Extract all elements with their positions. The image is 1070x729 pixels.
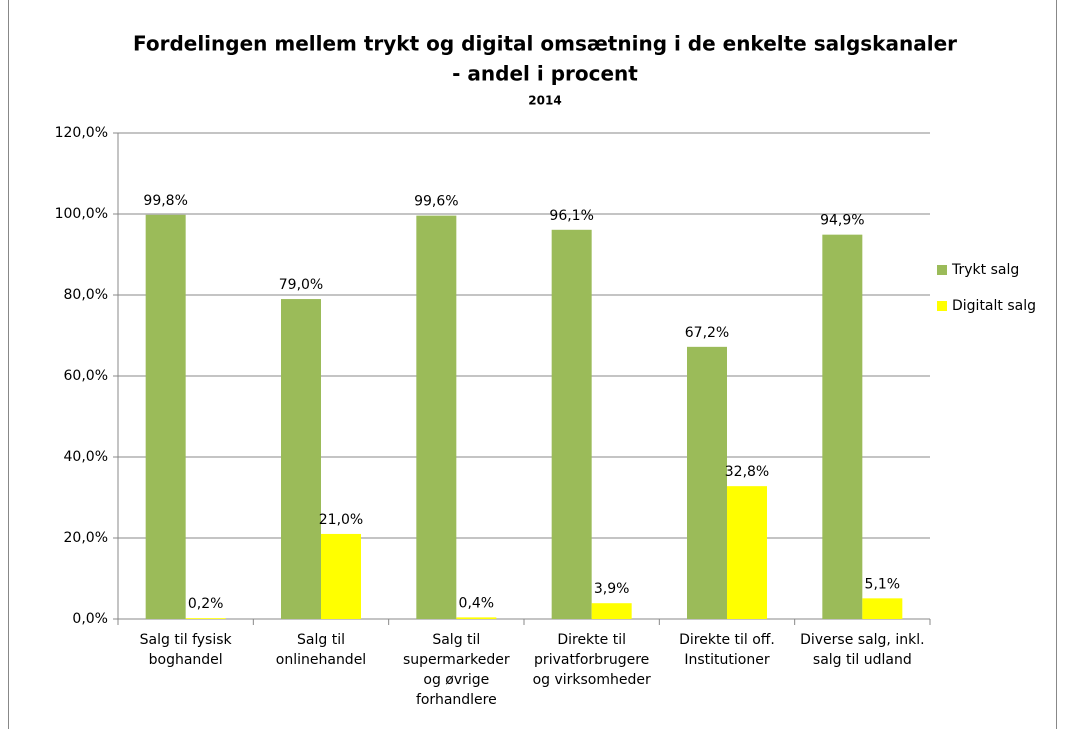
data-label: 99,8% xyxy=(143,193,187,209)
data-label: 94,9% xyxy=(820,213,864,229)
data-label: 32,8% xyxy=(725,464,769,480)
data-label: 79,0% xyxy=(279,277,323,293)
y-tick-label: 60,0% xyxy=(64,368,108,384)
x-tick-label: Salg til supermarkeder og øvrige forhandler… xyxy=(403,632,510,708)
x-tick-label: Direkte til off. Institutioner xyxy=(679,632,775,668)
x-tick-label: Salg til fysisk boghandel xyxy=(140,632,233,668)
bar xyxy=(416,215,457,619)
legend-label: Digitalt salg xyxy=(952,298,1036,314)
bar xyxy=(727,486,767,619)
bar xyxy=(456,617,497,619)
y-tick-label: 0,0% xyxy=(72,611,108,627)
y-tick-label: 80,0% xyxy=(64,287,108,303)
legend-swatch xyxy=(937,301,947,311)
y-tick-label: 100,0% xyxy=(55,206,108,222)
bar xyxy=(281,299,321,619)
data-label: 3,9% xyxy=(594,581,630,597)
y-tick-label: 120,0% xyxy=(55,125,108,141)
bar xyxy=(321,533,361,619)
data-label: 21,0% xyxy=(319,512,363,528)
bar xyxy=(687,346,727,619)
y-tick-label: 40,0% xyxy=(64,449,108,465)
legend-label: Trykt salg xyxy=(951,262,1019,278)
bar xyxy=(185,618,226,619)
bar xyxy=(862,598,903,619)
bar xyxy=(822,234,863,619)
chart-subtitle: 2014 xyxy=(528,94,561,108)
chart-title-line2: - andel i procent xyxy=(452,62,638,86)
bar xyxy=(591,603,632,619)
data-label: 0,4% xyxy=(459,595,495,611)
data-label: 0,2% xyxy=(188,596,224,612)
data-label: 5,1% xyxy=(865,576,901,592)
legend-swatch xyxy=(937,265,947,275)
data-label: 67,2% xyxy=(685,325,729,341)
x-tick-label: Diverse salg, inkl. salg til udland xyxy=(800,632,924,668)
y-tick-label: 20,0% xyxy=(64,530,108,546)
data-label: 96,1% xyxy=(549,208,593,224)
x-tick-label: Salg til onlinehandel xyxy=(276,632,366,668)
data-label: 99,6% xyxy=(414,194,458,210)
chart-title: Fordelingen mellem trykt og digital omsæ… xyxy=(133,32,957,56)
bar xyxy=(551,229,592,620)
bar xyxy=(145,214,186,619)
x-tick-label: Direkte til privatforbrugere og virksomhed… xyxy=(533,632,651,688)
